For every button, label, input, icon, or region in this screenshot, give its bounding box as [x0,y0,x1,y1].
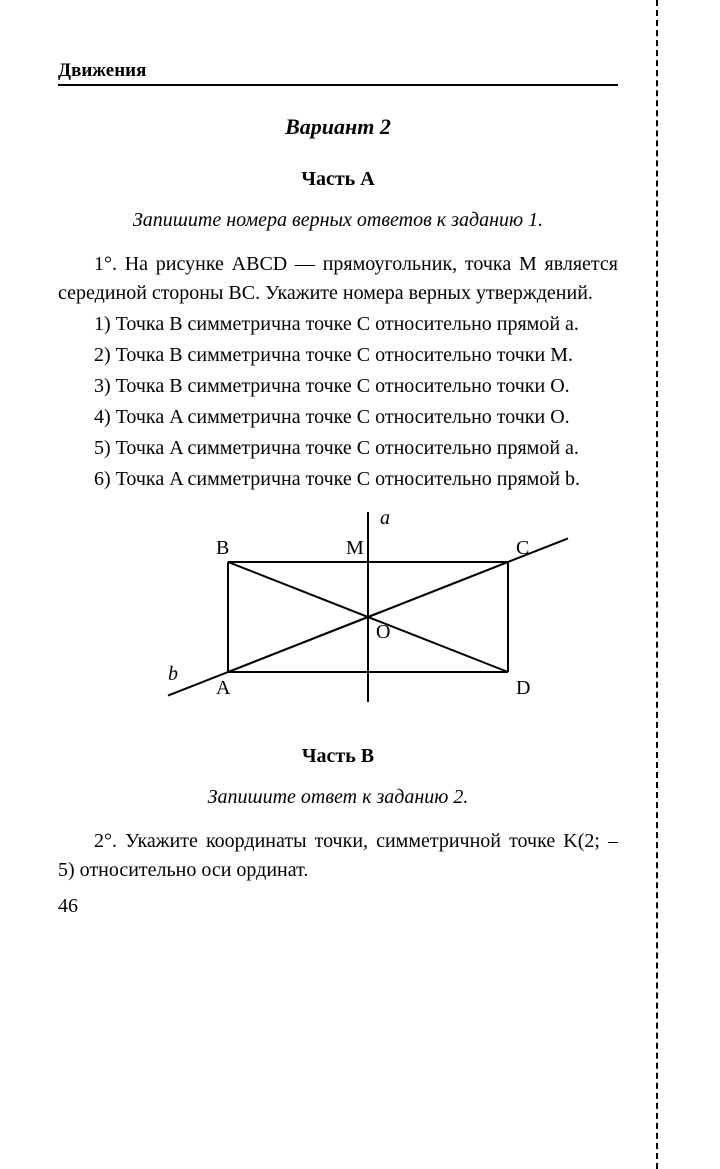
variant-title: Вариант 2 [58,114,618,140]
perforation-line [656,0,658,1169]
svg-text:b: b [168,663,178,685]
svg-text:B: B [216,537,229,559]
q1-item-6: 6) Точка A симметрична точке C относител… [58,465,618,494]
page-number: 46 [58,895,618,918]
q1-item-5: 5) Точка A симметрична точке C относител… [58,434,618,463]
svg-text:A: A [216,677,231,699]
part-a-title: Часть A [58,168,618,191]
section-title: Движения [58,60,146,81]
section-header: Движения [58,60,618,86]
q1-item-1: 1) Точка B симметрична точке C относител… [58,310,618,339]
svg-text:D: D [516,677,530,699]
part-b-title: Часть B [58,745,618,768]
q1-lead: 1°. На рисунке ABCD — прямоугольник, точ… [58,250,618,308]
part-b-instruction: Запишите ответ к заданию 2. [58,786,618,809]
diagram: A B C D M Oa b [58,502,618,727]
page-content: Движения Вариант 2 Часть A Запишите номе… [58,60,618,918]
q1-item-4: 4) Точка A симметрична точке C относител… [58,403,618,432]
svg-text:a: a [380,507,390,529]
q1-item-3: 3) Точка B симметрична точке C относител… [58,372,618,401]
svg-text:M: M [346,537,364,559]
part-a-instruction: Запишите номера верных ответов к заданию… [58,209,618,232]
q1-item-2: 2) Точка B симметрична точке C относител… [58,341,618,370]
svg-text:O: O [376,621,390,643]
svg-text:C: C [516,537,529,559]
rectangle-diagram: A B C D M Oa b [98,502,578,722]
q2-text: 2°. Укажите координаты точки, симметричн… [58,827,618,885]
